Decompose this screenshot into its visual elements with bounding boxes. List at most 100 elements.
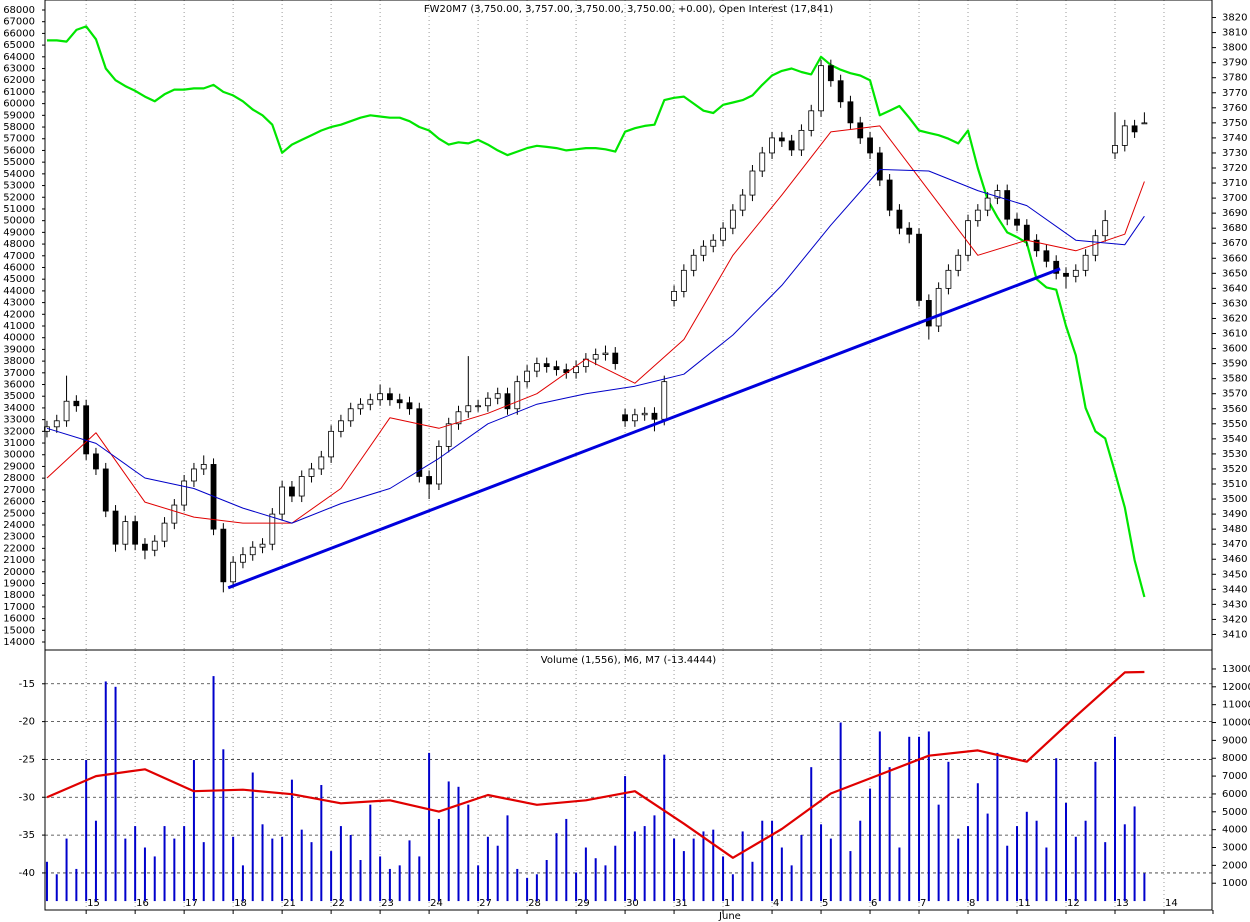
y2-tick-label: 3790 bbox=[1222, 58, 1247, 69]
volume-bar bbox=[457, 786, 460, 902]
candle-body bbox=[200, 464, 207, 470]
candle-body bbox=[710, 239, 717, 247]
volume-bar bbox=[967, 826, 970, 902]
volume-bar bbox=[604, 865, 607, 902]
candle-body bbox=[338, 420, 344, 432]
volume-bar bbox=[643, 826, 646, 902]
y2-tick-label: 3820 bbox=[1222, 13, 1247, 24]
volume-bar bbox=[947, 761, 950, 902]
y2-tick-label: 3530 bbox=[1222, 449, 1247, 460]
candle-body bbox=[426, 476, 433, 485]
y-tick-label: 33000 bbox=[3, 415, 35, 426]
candle-body bbox=[1141, 122, 1148, 125]
candle-body bbox=[602, 352, 609, 355]
volume-bar bbox=[1074, 836, 1077, 902]
y2-tick-label: 4000 bbox=[1222, 825, 1247, 836]
volume-bar bbox=[820, 824, 823, 902]
volume-bar bbox=[55, 874, 58, 902]
volume-bar bbox=[486, 836, 489, 902]
volume-bar bbox=[663, 754, 666, 902]
volume-bar bbox=[202, 842, 205, 902]
candle-body bbox=[739, 194, 746, 211]
y-tick-label: 45000 bbox=[3, 274, 35, 285]
y2-tick-label: 3490 bbox=[1222, 509, 1247, 520]
y-tick-label: 21000 bbox=[3, 555, 35, 566]
y2-tick-label: 3510 bbox=[1222, 479, 1247, 490]
candle-body bbox=[1121, 125, 1128, 146]
volume-bar bbox=[349, 835, 352, 902]
y-tick-label: 27000 bbox=[3, 485, 35, 496]
x-tick-label: 12 bbox=[1067, 898, 1080, 909]
candle-body bbox=[808, 110, 815, 131]
volume-bar bbox=[496, 845, 499, 902]
volume-bar bbox=[751, 861, 754, 902]
volume-bar bbox=[85, 760, 88, 902]
candle-body bbox=[837, 80, 844, 103]
volume-bar bbox=[682, 851, 685, 902]
volume-bar bbox=[183, 826, 186, 902]
volume-bar bbox=[692, 838, 695, 902]
volume-bar bbox=[251, 772, 254, 902]
candle-body bbox=[112, 510, 119, 545]
y2-tick-label: 3500 bbox=[1222, 494, 1247, 505]
x-tick-label: 17 bbox=[185, 898, 198, 909]
y-tick-label: -30 bbox=[19, 792, 35, 803]
y-tick-label: 63000 bbox=[3, 64, 35, 75]
y2-tick-label: 8000 bbox=[1222, 753, 1247, 764]
candle-body bbox=[1023, 224, 1030, 241]
candle-body bbox=[328, 430, 335, 458]
candle-body bbox=[896, 209, 903, 229]
candle-body bbox=[484, 397, 491, 407]
y2-tick-label: 5000 bbox=[1222, 807, 1247, 818]
candle-body bbox=[543, 363, 550, 368]
candle-body bbox=[945, 269, 952, 289]
volume-bar bbox=[1123, 824, 1126, 902]
y-tick-label: 18000 bbox=[3, 590, 35, 601]
y-tick-label: -20 bbox=[19, 717, 35, 728]
volume-bar bbox=[594, 858, 597, 902]
y2-tick-label: 3720 bbox=[1222, 163, 1247, 174]
candle-body bbox=[553, 366, 560, 371]
candle-body bbox=[1102, 220, 1109, 237]
y2-tick-label: 3620 bbox=[1222, 313, 1247, 324]
y-tick-label: 25000 bbox=[3, 508, 35, 519]
y2-tick-label: 3480 bbox=[1222, 524, 1247, 535]
volume-bar bbox=[1065, 802, 1068, 902]
candle-body bbox=[1053, 260, 1060, 274]
candle-body bbox=[357, 403, 364, 410]
volume-bar bbox=[124, 838, 127, 902]
candle-body bbox=[514, 381, 521, 410]
volume-bar bbox=[535, 874, 538, 902]
volume-bar bbox=[506, 815, 509, 902]
x-tick-label: 22 bbox=[332, 898, 345, 909]
volume-bar bbox=[1045, 847, 1048, 902]
volume-bar bbox=[173, 838, 176, 902]
y-tick-label: 40000 bbox=[3, 333, 35, 344]
line-series bbox=[47, 25, 1146, 598]
y2-tick-label: 3610 bbox=[1222, 329, 1247, 340]
y2-tick-label: 3520 bbox=[1222, 464, 1247, 475]
x-tick-label: 24 bbox=[430, 898, 443, 909]
candle-body bbox=[93, 453, 99, 470]
candle-body bbox=[680, 269, 687, 292]
y-tick-label: 50000 bbox=[3, 216, 35, 227]
volume-bar bbox=[388, 868, 391, 902]
volume-bar bbox=[575, 872, 578, 902]
y2-tick-label: 3460 bbox=[1222, 554, 1247, 565]
volume-bar bbox=[673, 838, 676, 902]
candle-body bbox=[641, 412, 648, 416]
volume-bar bbox=[369, 804, 372, 902]
candle-body bbox=[53, 420, 60, 428]
y-tick-label: 47000 bbox=[3, 251, 35, 262]
y-tick-label: 56000 bbox=[3, 145, 35, 156]
volume-bar bbox=[330, 851, 333, 902]
volume-bar bbox=[986, 813, 989, 902]
month-label: June bbox=[718, 911, 741, 922]
volume-bar bbox=[741, 831, 744, 902]
y2-tick-label: 1000 bbox=[1222, 878, 1247, 889]
y2-tick-label: 3740 bbox=[1222, 133, 1247, 144]
y2-tick-label: 3420 bbox=[1222, 614, 1247, 625]
x-tick-label: 30 bbox=[626, 898, 639, 909]
candle-body bbox=[416, 408, 423, 477]
y2-tick-label: 3540 bbox=[1222, 434, 1247, 445]
